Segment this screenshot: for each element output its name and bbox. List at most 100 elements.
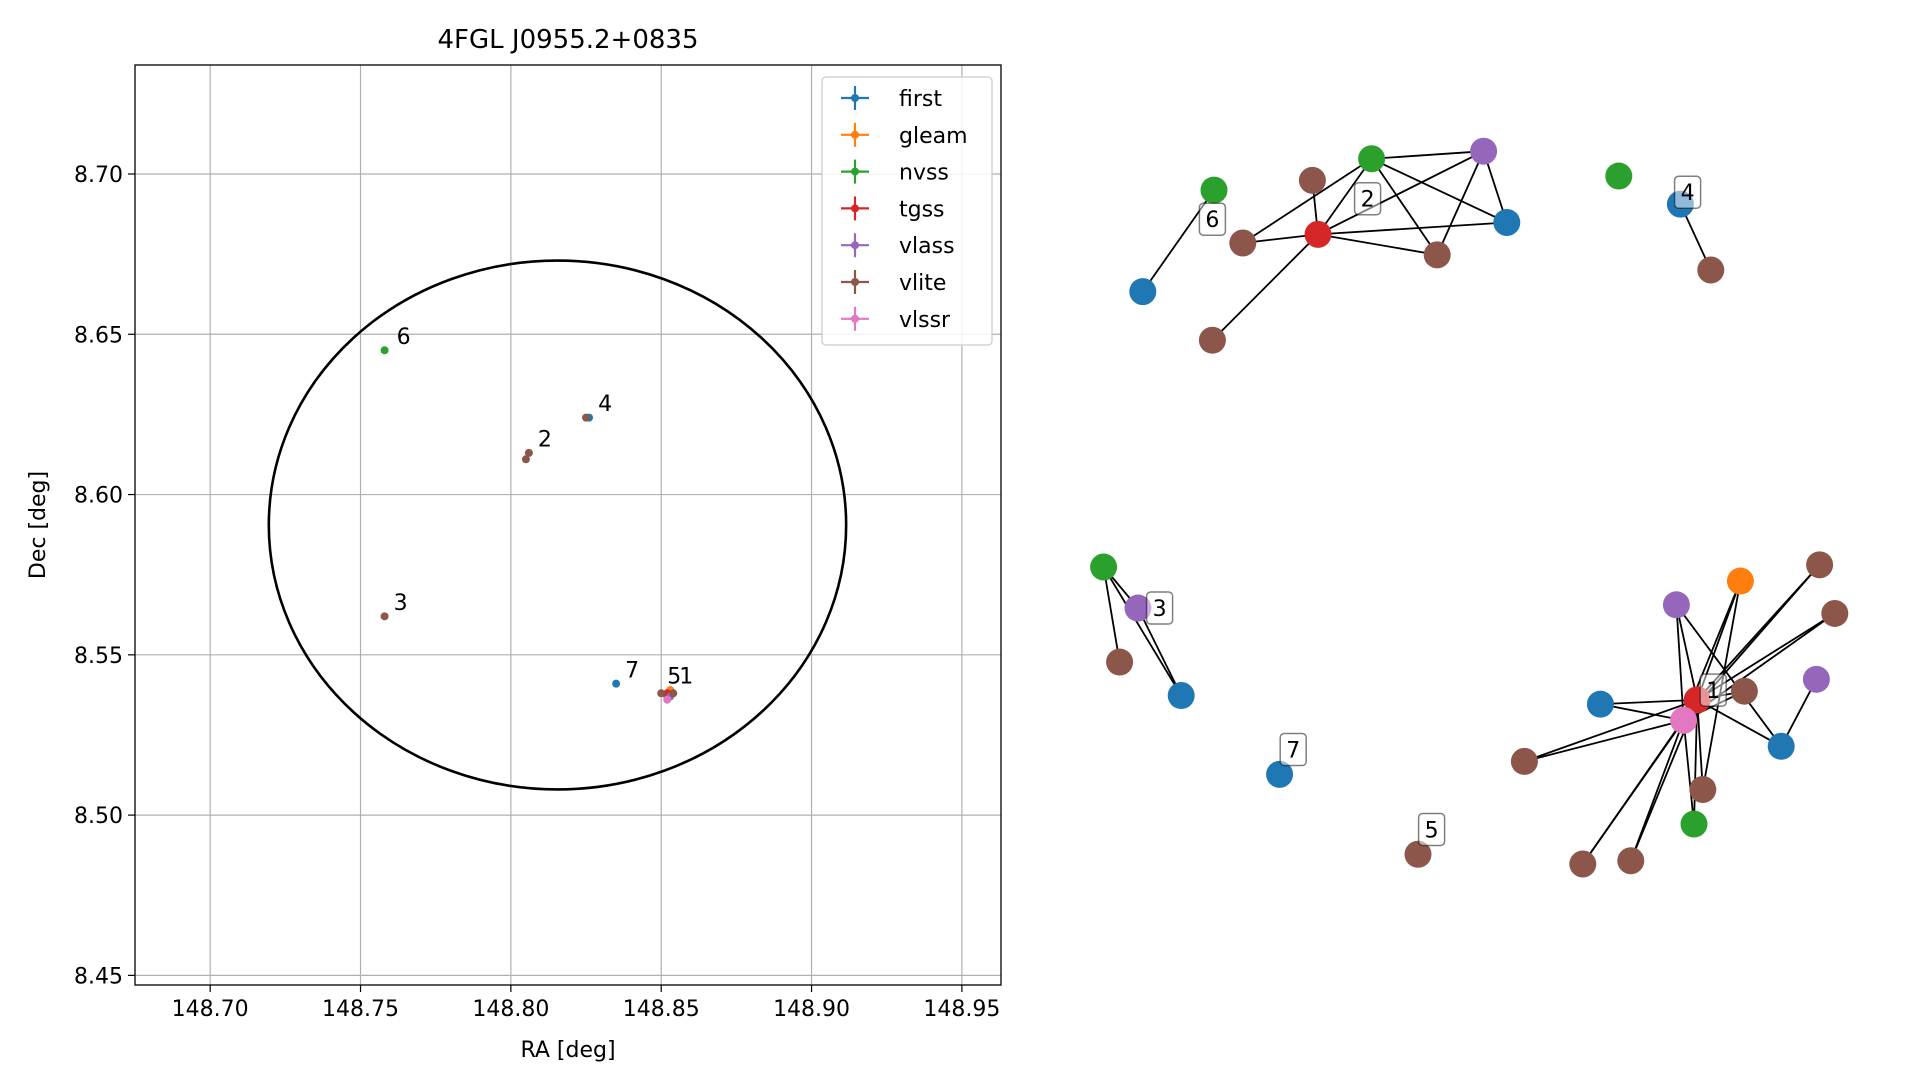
graph-node [1726,567,1754,595]
graph-edge [1696,699,1782,748]
point-marker [657,689,666,698]
graph-node [1617,847,1645,875]
point-marker [612,679,621,688]
legend-entry-gleam: gleam [841,122,968,149]
cluster-annotation: 1 [679,665,693,690]
graph-node-label: 5 [1417,812,1446,847]
legend-label: vlass [899,234,955,259]
point-marker [380,612,389,621]
data-point-vlssr [663,695,672,704]
legend-entry-nvss: nvss [841,159,949,186]
graph-edge [1696,699,1704,790]
error-ellipse [267,259,848,791]
graph-edge [1102,566,1121,663]
x-tick-label: 148.90 [773,997,850,1022]
graph-node [1605,162,1633,190]
graph-node [1404,840,1432,868]
graph-edge [1582,719,1685,865]
y-tick-label: 8.55 [74,644,123,669]
legend-marker [851,130,859,139]
graph-label-layer: 6 2 4 3 7 5 1 [1145,175,1727,847]
graph-node [1229,229,1257,257]
points-layer [380,346,678,704]
legend-marker [851,278,859,286]
legend-marker [851,94,859,102]
legend-marker [851,204,859,213]
cluster-annotation: 3 [394,591,408,616]
label-text: 2 [1361,188,1375,213]
graph-edge [1242,158,1373,244]
graph-node [1266,760,1294,788]
graph-edge [1371,150,1484,160]
graph-node [1662,591,1690,619]
legend-label: vlssr [899,308,951,333]
graph-edge [1436,150,1485,256]
graph-edge [1371,157,1508,224]
legend-label: first [899,87,942,112]
graph-node [1821,599,1849,627]
data-point-vlite [669,689,678,698]
graph-node [1586,690,1614,718]
legend-entry-first: first [841,86,942,112]
graph-node [1493,208,1521,236]
point-marker [524,448,533,457]
y-axis: 8.45 8.50 8.55 8.60 8.65 8.70 [74,163,135,989]
graph-node-label: 1 [1699,673,1727,707]
graph-edge [1524,698,1698,763]
graph-node [1304,220,1332,248]
graph-node-label: 6 [1198,202,1227,236]
plot-frame [134,64,1002,986]
x-axis-label: RA [deg] [520,1038,615,1063]
point-marker [669,689,678,698]
legend-marker [851,167,859,176]
graph-node [1129,278,1157,306]
data-point-vlite [582,413,591,422]
label-box [1198,202,1227,236]
legend: first gleam nvss tgss vlass vlite vlssr [821,76,993,346]
graph-node [1358,145,1386,173]
graph-node [1689,775,1717,803]
y-tick-label: 8.50 [74,804,123,829]
graph-edge [1317,233,1438,256]
label-text: 6 [1205,208,1219,233]
x-tick-label: 148.70 [172,997,249,1022]
graph-node [1090,553,1118,581]
graph-node-label: 4 [1673,175,1702,209]
graph-edge [1600,698,1698,706]
label-text: 1 [1706,679,1720,704]
y-tick-label: 8.65 [74,323,123,348]
graph-edge [1317,150,1485,236]
graph-edge [1600,703,1684,722]
x-tick-label: 148.95 [923,997,1000,1022]
graph-edge [1682,720,1695,825]
y-tick-label: 8.60 [74,484,123,509]
graph-node [1200,176,1228,204]
graph-edge [1675,604,1782,747]
point-marker [521,455,530,464]
x-tick-label: 148.85 [623,997,700,1022]
node-layer [1090,137,1849,878]
data-point-vlite [521,455,530,464]
cluster-annotation: 7 [625,658,639,683]
cluster-annotation: 5 [667,665,681,690]
graph-edge [1137,607,1183,696]
graph-edge [1524,719,1684,763]
graph-edge [1370,158,1438,256]
legend-label: nvss [899,161,949,186]
legend-marker [851,241,859,250]
data-point-vlite [524,448,533,457]
graph-node [1470,137,1498,165]
label-box [1353,181,1382,216]
legend-box [821,76,993,346]
legend-entry-vlite: vlite [841,270,946,296]
data-point-vlite [380,612,389,621]
graph-node [1124,594,1152,622]
graph-node [1510,747,1538,775]
label-box [1145,591,1174,625]
legend-label: vlite [899,271,946,296]
graph-node [1298,166,1326,194]
y-tick-label: 8.45 [74,964,123,989]
graph-node [1767,732,1795,760]
legend-entry-tgss: tgss [841,196,945,222]
